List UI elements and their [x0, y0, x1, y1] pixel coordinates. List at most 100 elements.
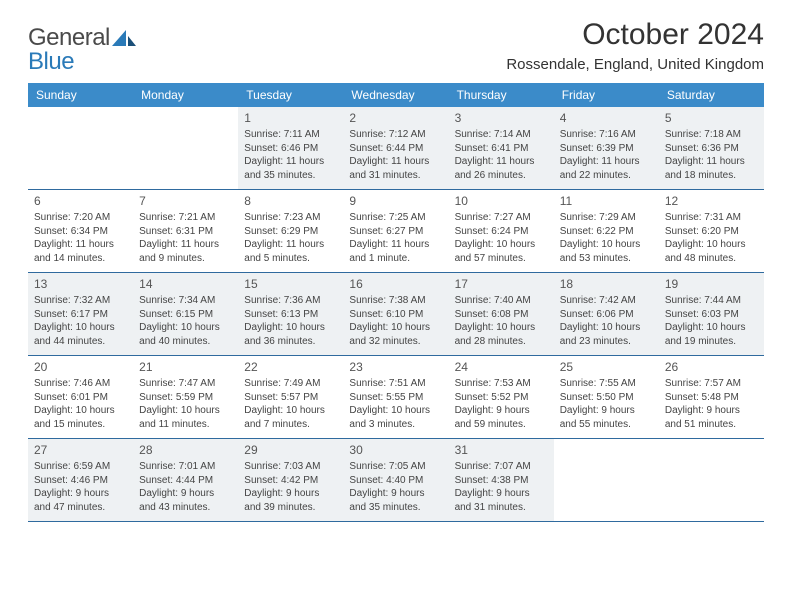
- sunrise-text: Sunrise: 7:42 AM: [560, 294, 653, 308]
- daylight-text: Daylight: 11 hours and 26 minutes.: [455, 155, 548, 182]
- sunset-text: Sunset: 6:41 PM: [455, 142, 548, 156]
- location: Rossendale, England, United Kingdom: [506, 56, 764, 73]
- day-cell: 8Sunrise: 7:23 AMSunset: 6:29 PMDaylight…: [238, 190, 343, 272]
- week-row: 27Sunrise: 6:59 AMSunset: 4:46 PMDayligh…: [28, 439, 764, 522]
- day-cell: 24Sunrise: 7:53 AMSunset: 5:52 PMDayligh…: [449, 356, 554, 438]
- sunset-text: Sunset: 6:08 PM: [455, 308, 548, 322]
- day-cell: 16 Sunrise: 7:38 AMSunset: 6:10 PMDayligh…: [343, 273, 448, 355]
- day-cell: 18Sunrise: 7:42 AMSunset: 6:06 PMDayligh…: [554, 273, 659, 355]
- sunset-text: Sunset: 6:22 PM: [560, 225, 653, 239]
- sunset-text: Sunset: 4:38 PM: [455, 474, 548, 488]
- daylight-text: Daylight: 11 hours and 1 minute.: [349, 238, 442, 265]
- daylight-text: Daylight: 10 hours and 7 minutes.: [244, 404, 337, 431]
- sunset-text: Sunset: 5:55 PM: [349, 391, 442, 405]
- day-cell: 4Sunrise: 7:16 AMSunset: 6:39 PMDaylight…: [554, 107, 659, 189]
- week-row: 1Sunrise: 7:11 AMSunset: 6:46 PMDaylight…: [28, 107, 764, 190]
- daylight-text: Daylight: 10 hours and 53 minutes.: [560, 238, 653, 265]
- day-number: 8: [244, 193, 337, 209]
- day-number: 20: [34, 359, 127, 375]
- day-number: 6: [34, 193, 127, 209]
- day-number: 13: [34, 276, 127, 292]
- day-cell: 19 Sunrise: 7:44 AMSunset: 6:03 PMDayligh…: [659, 273, 764, 355]
- sunrise-text: Sunrise: 7:25 AM: [349, 211, 442, 225]
- day-number: 29: [244, 442, 337, 458]
- daylight-text: Daylight: 10 hours and 15 minutes.: [34, 404, 127, 431]
- day-cell: [554, 439, 659, 521]
- sunset-text: Sunset: 6:15 PM: [139, 308, 232, 322]
- sunrise-text: Sunrise: 7:55 AM: [560, 377, 653, 391]
- sunrise-text: Sunrise: 7:40 AM: [455, 294, 548, 308]
- sunset-text: Sunset: 6:46 PM: [244, 142, 337, 156]
- day-cell: 17Sunrise: 7:40 AMSunset: 6:08 PMDayligh…: [449, 273, 554, 355]
- daylight-text: Daylight: 11 hours and 35 minutes.: [244, 155, 337, 182]
- sunrise-text: Sunrise: 7:57 AM: [665, 377, 758, 391]
- sunset-text: Sunset: 5:50 PM: [560, 391, 653, 405]
- day-number: 9: [349, 193, 442, 209]
- day-cell: 11Sunrise: 7:29 AMSunset: 6:22 PMDayligh…: [554, 190, 659, 272]
- daylight-text: Daylight: 9 hours and 35 minutes.: [349, 487, 442, 514]
- week-row: 6Sunrise: 7:20 AMSunset: 6:34 PMDaylight…: [28, 190, 764, 273]
- sunrise-text: Sunrise: 7:51 AM: [349, 377, 442, 391]
- sunrise-text: Sunrise: 7:34 AM: [139, 294, 232, 308]
- sunrise-text: Sunrise: 7:38 AM: [349, 294, 442, 308]
- daylight-text: Daylight: 10 hours and 32 minutes.: [349, 321, 442, 348]
- sunset-text: Sunset: 5:48 PM: [665, 391, 758, 405]
- daylight-text: Daylight: 9 hours and 47 minutes.: [34, 487, 127, 514]
- weekday-header-row: SundayMondayTuesdayWednesdayThursdayFrid…: [28, 83, 764, 107]
- weekday-header: Saturday: [659, 83, 764, 107]
- sunrise-text: Sunrise: 7:31 AM: [665, 211, 758, 225]
- daylight-text: Daylight: 11 hours and 5 minutes.: [244, 238, 337, 265]
- sunset-text: Sunset: 6:03 PM: [665, 308, 758, 322]
- sunset-text: Sunset: 6:44 PM: [349, 142, 442, 156]
- weekday-header: Sunday: [28, 83, 133, 107]
- day-number: 7: [139, 193, 232, 209]
- logo: General: [28, 18, 138, 52]
- day-number: 27: [34, 442, 127, 458]
- sunset-text: Sunset: 5:59 PM: [139, 391, 232, 405]
- sunset-text: Sunset: 6:39 PM: [560, 142, 653, 156]
- sunrise-text: Sunrise: 7:47 AM: [139, 377, 232, 391]
- calendar: SundayMondayTuesdayWednesdayThursdayFrid…: [28, 83, 764, 522]
- sunset-text: Sunset: 4:44 PM: [139, 474, 232, 488]
- daylight-text: Daylight: 11 hours and 14 minutes.: [34, 238, 127, 265]
- sunset-text: Sunset: 6:01 PM: [34, 391, 127, 405]
- daylight-text: Daylight: 9 hours and 59 minutes.: [455, 404, 548, 431]
- day-number: 5: [665, 110, 758, 126]
- weekday-header: Monday: [133, 83, 238, 107]
- day-cell: 6Sunrise: 7:20 AMSunset: 6:34 PMDaylight…: [28, 190, 133, 272]
- day-number: 19: [665, 276, 758, 292]
- day-cell: 10Sunrise: 7:27 AMSunset: 6:24 PMDayligh…: [449, 190, 554, 272]
- sunset-text: Sunset: 6:29 PM: [244, 225, 337, 239]
- day-cell: 31Sunrise: 7:07 AMSunset: 4:38 PMDayligh…: [449, 439, 554, 521]
- day-cell: 9 Sunrise: 7:25 AMSunset: 6:27 PMDaylight…: [343, 190, 448, 272]
- day-cell: 7Sunrise: 7:21 AMSunset: 6:31 PMDaylight…: [133, 190, 238, 272]
- sunrise-text: Sunrise: 7:14 AM: [455, 128, 548, 142]
- daylight-text: Daylight: 10 hours and 48 minutes.: [665, 238, 758, 265]
- sunset-text: Sunset: 6:10 PM: [349, 308, 442, 322]
- daylight-text: Daylight: 10 hours and 19 minutes.: [665, 321, 758, 348]
- week-row: 20Sunrise: 7:46 AMSunset: 6:01 PMDayligh…: [28, 356, 764, 439]
- sunrise-text: Sunrise: 6:59 AM: [34, 460, 127, 474]
- sunrise-text: Sunrise: 7:27 AM: [455, 211, 548, 225]
- header: General October 2024 Rossendale, England…: [28, 18, 764, 73]
- sunrise-text: Sunrise: 7:46 AM: [34, 377, 127, 391]
- day-number: 30: [349, 442, 442, 458]
- daylight-text: Daylight: 9 hours and 43 minutes.: [139, 487, 232, 514]
- day-number: 2: [349, 110, 442, 126]
- daylight-text: Daylight: 10 hours and 40 minutes.: [139, 321, 232, 348]
- day-number: 22: [244, 359, 337, 375]
- sunrise-text: Sunrise: 7:12 AM: [349, 128, 442, 142]
- daylight-text: Daylight: 10 hours and 57 minutes.: [455, 238, 548, 265]
- day-number: 16: [349, 276, 442, 292]
- daylight-text: Daylight: 11 hours and 31 minutes.: [349, 155, 442, 182]
- sunrise-text: Sunrise: 7:49 AM: [244, 377, 337, 391]
- day-cell: [133, 107, 238, 189]
- sunrise-text: Sunrise: 7:29 AM: [560, 211, 653, 225]
- sunset-text: Sunset: 6:27 PM: [349, 225, 442, 239]
- sunset-text: Sunset: 6:36 PM: [665, 142, 758, 156]
- sunset-text: Sunset: 6:24 PM: [455, 225, 548, 239]
- daylight-text: Daylight: 10 hours and 44 minutes.: [34, 321, 127, 348]
- sunrise-text: Sunrise: 7:44 AM: [665, 294, 758, 308]
- sunset-text: Sunset: 6:34 PM: [34, 225, 127, 239]
- day-cell: 25Sunrise: 7:55 AMSunset: 5:50 PMDayligh…: [554, 356, 659, 438]
